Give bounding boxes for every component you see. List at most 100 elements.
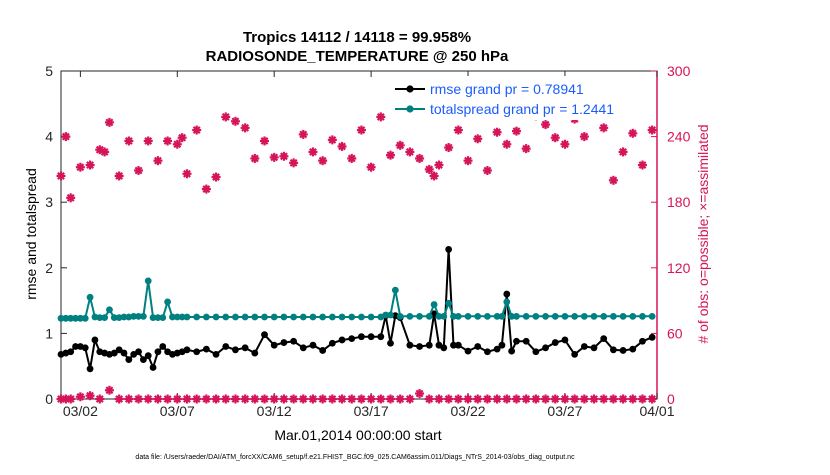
obs-assimilated-point-d2 [599, 123, 608, 132]
data-point-totalspread [619, 312, 627, 320]
obs-possible-point [531, 394, 541, 404]
data-point-rmse [590, 344, 598, 352]
data-point-rmse [619, 347, 627, 354]
obs-possible-point [163, 394, 173, 404]
obs-possible-point [298, 394, 308, 404]
obs-possible-point-d2 [95, 395, 104, 403]
obs-assimilated-point-d2 [430, 172, 439, 180]
data-point-totalspread [382, 311, 390, 319]
obs-possible-point [405, 394, 415, 404]
data-point-rmse [135, 348, 142, 356]
title-line-2: RADIOSONDE_TEMPERATURE @ 250 hPa [206, 48, 509, 65]
obs-possible-point-d2 [473, 395, 482, 403]
obs-assimilated-point [114, 171, 124, 181]
obs-assimilated-point [75, 162, 85, 172]
obs-assimilated-point [289, 158, 299, 168]
obs-assimilated-point-d2 [386, 151, 395, 160]
data-point-totalspread [435, 312, 443, 320]
obs-assimilated-point [511, 126, 521, 136]
obs-assimilated-point [579, 132, 589, 142]
obs-assimilated-point-d2 [483, 166, 492, 175]
obs-possible-point [250, 394, 260, 404]
data-point-totalspread [406, 312, 414, 320]
data-point-totalspread [72, 314, 79, 322]
obs-possible-point [511, 394, 521, 404]
obs-possible-point [395, 394, 405, 404]
obs-possible-point [260, 394, 270, 404]
obs-assimilated-point-d2 [367, 163, 376, 172]
obs-possible-point-d2 [250, 395, 259, 403]
obs-assimilated-point-d2 [57, 172, 65, 180]
data-point-totalspread [450, 312, 457, 320]
obs-possible-point [560, 394, 570, 404]
x-tick-label: 03/12 [257, 403, 292, 419]
obs-assimilated-point [434, 160, 444, 170]
obs-assimilated-point-d2 [153, 156, 162, 165]
obs-assimilated-point [201, 184, 211, 194]
obs-assimilated-point-d2 [522, 144, 531, 153]
obs-assimilated-point [637, 160, 647, 170]
data-point-totalspread [498, 312, 506, 320]
obs-possible-point [502, 394, 512, 404]
data-point-totalspread [149, 314, 157, 322]
obs-assimilated-point [66, 193, 76, 203]
obs-assimilated-point [521, 144, 531, 154]
data-point-rmse [639, 337, 646, 345]
obs-possible-point [124, 394, 134, 404]
obs-assimilated-point [172, 139, 182, 149]
obs-assimilated-point-d2 [250, 154, 259, 163]
obs-assimilated-point-d2 [396, 141, 405, 150]
x-tick-label: 03/22 [451, 403, 486, 419]
data-point-rmse [377, 333, 385, 341]
data-point-totalspread [299, 313, 307, 321]
data-point-rmse [450, 341, 457, 349]
obs-possible-point-d2 [153, 395, 162, 403]
data-point-rmse [110, 349, 118, 357]
obs-possible-point [424, 394, 434, 404]
data-point-rmse [139, 356, 147, 364]
obs-possible-point [463, 394, 473, 404]
data-point-rmse [67, 348, 75, 356]
obs-assimilated-point-d2 [299, 130, 308, 139]
obs-assimilated-point-d2 [338, 142, 346, 151]
obs-assimilated-point [318, 156, 328, 166]
obs-assimilated-point-d2 [260, 137, 269, 145]
obs-assimilated-point [376, 112, 386, 122]
obs-assimilated-point-d2 [124, 137, 133, 145]
obs-possible-point [279, 394, 289, 404]
obs-assimilated-point [104, 117, 114, 127]
y-tick-label-right: 300 [667, 63, 691, 79]
y-tick-label-left: 5 [45, 63, 53, 79]
obs-assimilated-point [395, 140, 405, 150]
obs-possible-point [221, 394, 231, 404]
data-point-rmse [241, 344, 249, 352]
data-point-totalspread [173, 313, 181, 321]
obs-possible-point-d2 [522, 395, 531, 403]
obs-assimilated-point [221, 112, 231, 122]
y-axis-label-left: rmse and totalspread [23, 168, 39, 300]
obs-possible-point [85, 391, 95, 401]
obs-possible-point [153, 394, 163, 404]
data-point-rmse [309, 341, 317, 349]
data-point-rmse [154, 348, 162, 356]
data-point-totalspread [513, 312, 520, 320]
data-point-totalspread [193, 313, 201, 321]
obs-possible-point [541, 394, 551, 404]
data-point-totalspread [609, 312, 617, 320]
legend: rmse grand pr = 0.78941 totalspread gran… [392, 76, 651, 120]
obs-assimilated-point [463, 156, 473, 166]
obs-assimilated-point [444, 143, 454, 153]
data-point-totalspread [445, 299, 453, 307]
data-point-totalspread [391, 286, 399, 294]
obs-assimilated-point-d2 [444, 143, 453, 152]
data-point-rmse [551, 339, 559, 346]
obs-possible-point-d2 [338, 395, 346, 403]
legend-rmse-marker [406, 85, 414, 93]
data-point-rmse [144, 352, 152, 360]
legend-spread-label: totalspread grand pr = 1.2441 [430, 101, 614, 117]
data-point-rmse [464, 347, 472, 355]
data-point-totalspread [561, 312, 569, 320]
data-point-totalspread [202, 313, 210, 321]
legend-rmse-label: rmse grand pr = 0.78941 [430, 81, 584, 97]
